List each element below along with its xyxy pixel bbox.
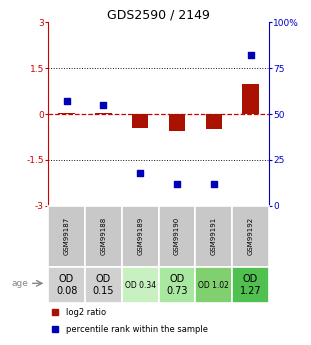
Bar [48,206,85,267]
Bar [85,267,122,304]
Text: GSM99192: GSM99192 [248,217,253,255]
Bar [122,206,159,267]
Point [248,53,253,58]
Point [174,181,179,187]
Bar [85,206,122,267]
Bar [159,206,195,267]
Bar [48,267,85,304]
Bar [232,267,269,304]
Bar [232,206,269,267]
Bar [132,114,148,128]
Text: OD 1.02: OD 1.02 [198,280,229,290]
Point [64,98,69,104]
Bar [242,83,259,114]
Text: GSM99188: GSM99188 [100,217,106,255]
Point [211,181,216,187]
Bar [169,114,185,131]
Bar [195,206,232,267]
Text: GSM99190: GSM99190 [174,217,180,255]
Title: GDS2590 / 2149: GDS2590 / 2149 [107,8,210,21]
Bar [159,267,195,304]
Text: OD
0.73: OD 0.73 [166,274,188,296]
Text: GSM99189: GSM99189 [137,217,143,255]
Text: GSM99187: GSM99187 [64,217,70,255]
Bar [206,114,222,129]
Point [101,102,106,108]
Point [138,170,143,176]
Bar [122,267,159,304]
Text: percentile rank within the sample: percentile rank within the sample [66,325,208,334]
Text: age: age [11,279,28,288]
Text: OD
0.08: OD 0.08 [56,274,77,296]
Text: GSM99191: GSM99191 [211,217,217,255]
Text: OD
0.15: OD 0.15 [93,274,114,296]
Text: OD
1.27: OD 1.27 [240,274,262,296]
Bar [195,267,232,304]
Text: log2 ratio: log2 ratio [66,308,106,317]
Text: OD 0.34: OD 0.34 [125,280,156,290]
